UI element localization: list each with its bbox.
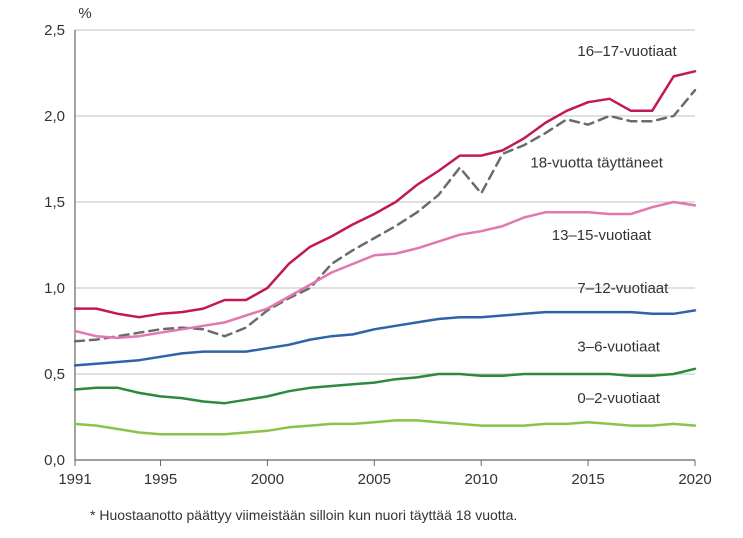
series-label-age_16_17: 16–17-vuotiaat — [577, 43, 677, 60]
y-tick-label: 1,0 — [44, 280, 65, 297]
y-tick-label: 2,5 — [44, 22, 65, 39]
chart-svg: % 0,0 0,5 1,0 1,5 2,0 2,5 1991 1995 2000 2005 2010 2… — [0, 0, 743, 538]
x-tick-label: 2015 — [571, 471, 604, 488]
y-axis-label: % — [78, 5, 91, 22]
y-tick-label: 1,5 — [44, 194, 65, 211]
footnote: * Huostaanotto päättyy viimeistään sillo… — [90, 507, 517, 523]
x-tick-label: 2005 — [358, 471, 391, 488]
x-tick-label: 2000 — [251, 471, 284, 488]
y-tick-label: 0,5 — [44, 366, 65, 383]
series-label-age_13_15: 13–15-vuotiaat — [552, 227, 652, 244]
line-chart: % 0,0 0,5 1,0 1,5 2,0 2,5 1991 1995 2000 2005 2010 2… — [0, 0, 743, 538]
y-tick-label: 0,0 — [44, 452, 65, 469]
series-label-age_0_2: 0–2-vuotiaat — [577, 390, 660, 407]
series-label-age_18_plus: 18-vuotta täyttäneet — [530, 155, 663, 172]
x-tick-label: 1995 — [144, 471, 177, 488]
series-label-age_7_12: 7–12-vuotiaat — [577, 280, 669, 297]
x-tick-label: 1991 — [58, 471, 91, 488]
series-label-age_3_6: 3–6-vuotiaat — [577, 339, 660, 356]
x-tick-label: 2020 — [678, 471, 711, 488]
x-tick-label: 2010 — [465, 471, 498, 488]
y-tick-label: 2,0 — [44, 108, 65, 125]
